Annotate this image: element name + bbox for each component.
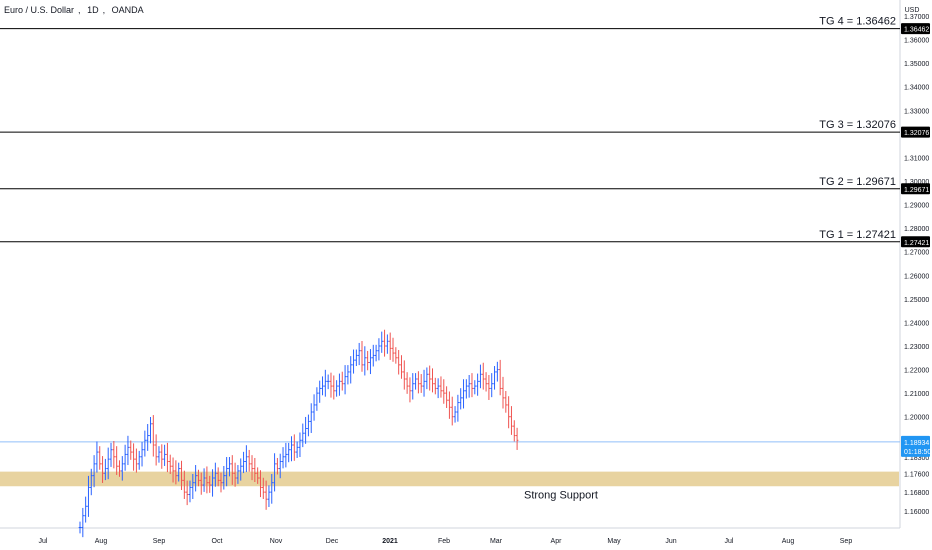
y-tick-label: 1.26000 <box>904 273 929 280</box>
target-price-tag <box>901 236 930 248</box>
interval-label: 1D <box>87 5 99 15</box>
y-tick-label: 1.21000 <box>904 391 929 398</box>
y-tick-label: 1.28000 <box>904 226 929 233</box>
y-tick-label: 1.27000 <box>904 250 929 257</box>
target-price-tag-text: 1.32076 <box>904 130 929 137</box>
y-tick-label: 1.31000 <box>904 155 929 162</box>
y-tick-label: 1.25000 <box>904 297 929 304</box>
y-tick-label: 1.24000 <box>904 320 929 327</box>
support-zone <box>0 471 899 487</box>
current-price-tag <box>901 435 930 457</box>
y-tick-label: 1.33000 <box>904 108 929 115</box>
broker-label: OANDA <box>111 5 144 15</box>
target-price-tag <box>901 126 930 138</box>
y-tick-label: 1.16800 <box>904 490 929 497</box>
currency-label: USD <box>905 7 920 14</box>
title-sep-1: , <box>78 5 81 15</box>
x-tick-label: Sep <box>153 538 166 545</box>
x-tick-label: Jun <box>665 538 676 545</box>
y-tick-label: 1.30000 <box>904 179 929 186</box>
chart-title: Euro / U.S. Dollar, 1D, OANDA <box>4 5 148 15</box>
x-tick-label: May <box>607 538 621 545</box>
target-label-1: TG 1 = 1.27421 <box>819 229 896 241</box>
x-tick-label: Aug <box>95 538 108 545</box>
x-tick-label: Jul <box>725 538 734 545</box>
y-tick-label: 1.35000 <box>904 61 929 68</box>
x-tick-label: Sep <box>840 538 853 545</box>
x-tick-label: Nov <box>270 538 283 545</box>
target-label-3: TG 3 = 1.32076 <box>819 119 896 131</box>
support-zone-label: Strong Support <box>524 489 598 501</box>
current-price-value: 1.18934 <box>904 440 929 447</box>
y-tick-label: 1.22000 <box>904 368 929 375</box>
x-tick-label: Dec <box>326 538 339 545</box>
x-tick-label: Aug <box>782 538 795 545</box>
target-price-tag <box>901 23 930 35</box>
y-tick-label: 1.17600 <box>904 471 929 478</box>
current-price-countdown: 01:18:50 <box>904 449 931 456</box>
x-tick-label: Oct <box>212 538 223 545</box>
y-tick-label: 1.37000 <box>904 14 929 21</box>
y-tick-label: 1.36000 <box>904 38 929 45</box>
y-tick-label: 1.34000 <box>904 85 929 92</box>
target-price-tag-text: 1.27421 <box>904 240 929 247</box>
y-tick-label: 1.18300 <box>904 455 929 462</box>
symbol-name: Euro / U.S. Dollar <box>4 5 75 15</box>
y-tick-label: 1.29000 <box>904 203 929 210</box>
y-tick-label: 1.23000 <box>904 344 929 351</box>
y-tick-label: 1.20000 <box>904 415 929 422</box>
target-price-tag <box>901 183 930 195</box>
x-tick-label: Feb <box>438 538 450 545</box>
x-tick-label: Mar <box>490 538 503 545</box>
target-price-tag-text: 1.36462 <box>904 27 929 34</box>
y-tick-label: 1.16000 <box>904 509 929 516</box>
title-sep-2: , <box>102 5 106 15</box>
target-label-2: TG 2 = 1.29671 <box>819 176 896 188</box>
x-tick-label: Jul <box>39 538 48 545</box>
x-tick-label: Apr <box>551 538 563 545</box>
target-label-4: TG 4 = 1.36462 <box>819 16 896 28</box>
target-price-tag-text: 1.29671 <box>904 187 929 194</box>
x-tick-label: 2021 <box>382 538 398 545</box>
